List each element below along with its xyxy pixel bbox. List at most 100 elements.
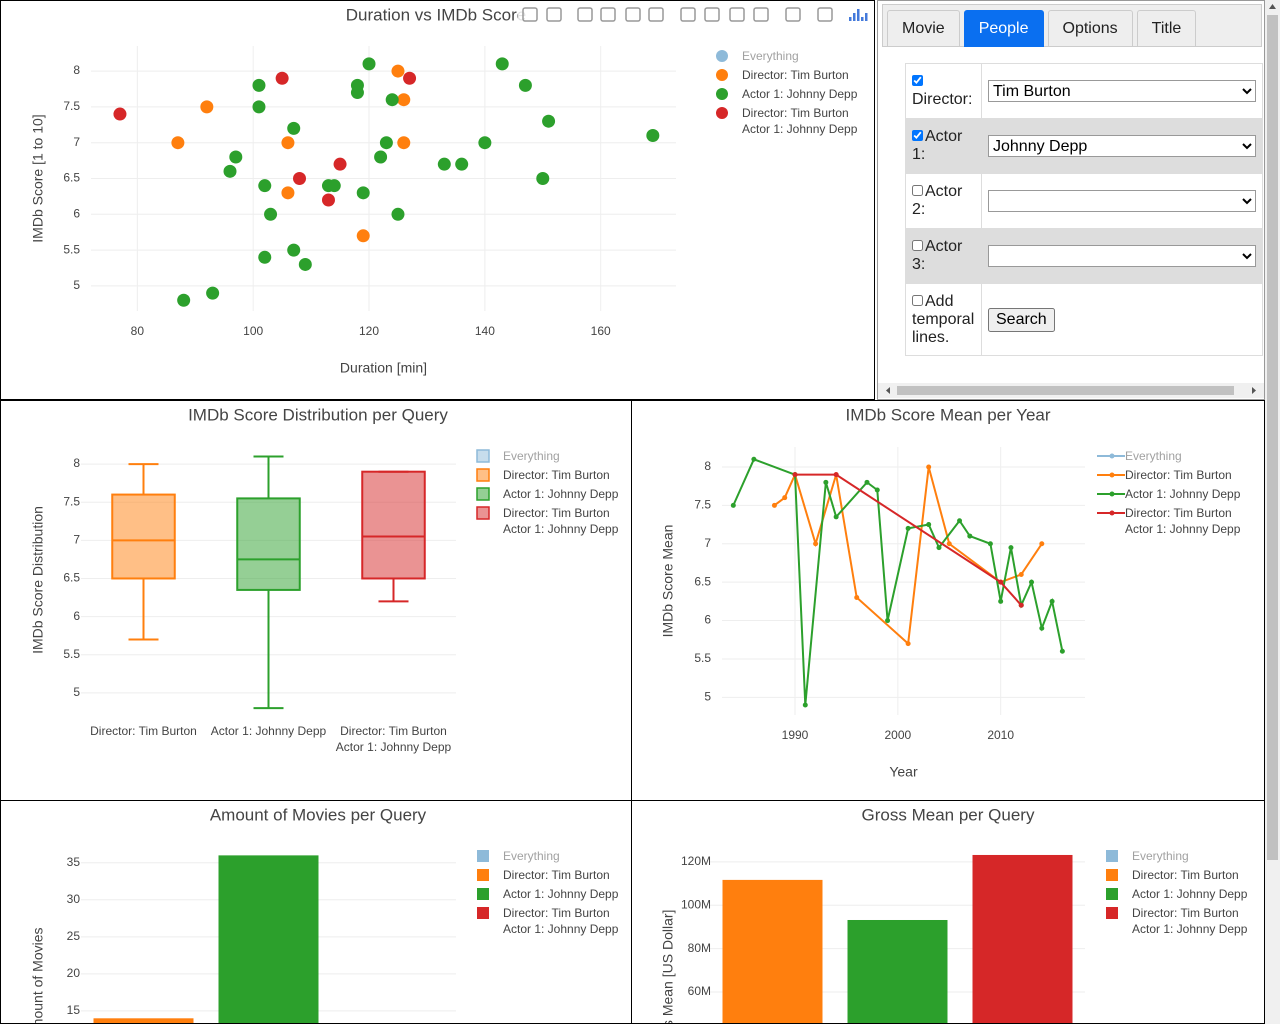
modebar-logo[interactable]	[853, 13, 856, 21]
modebar[interactable]	[518, 3, 873, 27]
modebar-logo[interactable]	[865, 13, 868, 21]
legend-swatch	[477, 888, 489, 900]
label-cell: Actor 3:	[905, 228, 982, 284]
legend-item[interactable]: Director: Tim Burton Actor 1: Johnny Dep…	[475, 905, 618, 937]
data-point	[813, 541, 819, 547]
scroll-arrow[interactable]	[1252, 387, 1256, 394]
tab[interactable]: Movie	[887, 10, 960, 47]
legend-item[interactable]: Actor 1: Johnny Depp	[1104, 886, 1247, 902]
label-cell: Actor 1:	[905, 118, 982, 174]
modebar-button[interactable]	[546, 7, 562, 22]
legend-item[interactable]: Director: Tim Burton Actor 1: Johnny Dep…	[1104, 905, 1247, 937]
modebar-logo[interactable]	[861, 17, 864, 21]
legend-item[interactable]: Everything	[475, 448, 618, 464]
vertical-scrollbar[interactable]	[1265, 0, 1280, 1024]
legend-swatch	[716, 107, 728, 119]
legend-swatch	[1109, 491, 1115, 497]
modebar-button[interactable]	[729, 7, 745, 22]
data-point	[350, 86, 364, 100]
y-tick-label: 6.5	[63, 171, 80, 185]
y-tick-label: 6.5	[63, 571, 80, 585]
legend: Everything Director: Tim Burton Actor 1: J…	[1104, 848, 1247, 940]
legend-item[interactable]: Director: Tim Burton	[714, 67, 857, 83]
modebar-logo[interactable]	[857, 9, 860, 21]
dropdown[interactable]: Tim Burton	[988, 80, 1256, 102]
y-tick-label: 8	[73, 456, 80, 470]
y-tick-label: 7.5	[63, 494, 80, 508]
data-point	[327, 179, 341, 193]
modebar-button[interactable]	[600, 7, 616, 22]
legend-label: Director: Tim Burton	[503, 868, 610, 882]
legend-label: Director: Tim Burton	[742, 68, 849, 82]
checkbox[interactable]	[912, 75, 923, 86]
dropdown[interactable]	[988, 190, 1256, 212]
input-cell: Tim Burton	[981, 63, 1263, 119]
modebar-button[interactable]	[625, 7, 641, 22]
data-point	[397, 136, 411, 150]
scroll-thumb[interactable]	[1267, 15, 1278, 860]
dropdown[interactable]	[988, 245, 1256, 267]
legend-item[interactable]: Actor 1: Johnny Depp	[714, 86, 857, 102]
checkbox[interactable]	[912, 294, 923, 306]
scroll-thumb[interactable]	[897, 386, 1234, 395]
tab[interactable]: People	[963, 10, 1044, 47]
row-label: Actor 3:	[912, 238, 963, 273]
dropdown[interactable]: Johnny Depp	[988, 135, 1256, 157]
modebar-button[interactable]	[522, 7, 538, 22]
legend-label: Everything	[503, 449, 560, 463]
legend-item[interactable]: Everything	[1104, 848, 1247, 864]
checkbox[interactable]	[912, 185, 923, 196]
legend-item[interactable]: Director: Tim Burton Actor 1: Johnny Dep…	[475, 505, 618, 537]
modebar-logo[interactable]	[849, 17, 852, 21]
data-point	[926, 522, 932, 528]
legend-swatch	[477, 907, 489, 919]
checkbox[interactable]	[912, 130, 923, 141]
legend-swatch	[716, 88, 728, 100]
legend-item[interactable]: Everything	[475, 848, 618, 864]
modebar-button[interactable]	[680, 7, 696, 22]
tab[interactable]: Title	[1136, 10, 1197, 47]
modebar-button[interactable]	[753, 7, 769, 22]
legend-item[interactable]: Director: Tim Burton Actor 1: Johnny Dep…	[1097, 505, 1240, 537]
y-tick-label: 5	[73, 278, 80, 292]
chart: 15 20 25 30 35 Amount of Movies per Query Amou…	[30, 805, 456, 1023]
horizontal-scrollbar[interactable]	[878, 381, 1264, 401]
modebar-button[interactable]	[648, 7, 664, 22]
y-axis-title: IMDb Score Distribution	[30, 506, 46, 654]
modebar-button[interactable]	[785, 7, 801, 22]
y-tick-label: 15	[67, 1003, 81, 1017]
row-label: Actor 2:	[912, 183, 963, 218]
y-tick-label: 7.5	[694, 498, 711, 512]
legend-marker	[477, 850, 489, 862]
legend-label: Actor 1: Johnny Depp	[503, 887, 619, 901]
modebar-button[interactable]	[577, 7, 593, 22]
scroll-arrow[interactable]	[1269, 4, 1276, 9]
box	[236, 497, 301, 591]
data-point	[998, 579, 1004, 585]
legend-label: Director: Tim Burton	[1125, 468, 1232, 482]
legend-item[interactable]: Everything	[1097, 448, 1240, 464]
legend-label: Director: Tim Burton Actor 1: Johnny Dep…	[1125, 506, 1241, 536]
legend-item[interactable]: Director: Tim Burton	[475, 467, 618, 483]
x-tick-label: Actor 1: Johnny Depp	[210, 724, 327, 738]
bar	[218, 855, 319, 1023]
legend-item[interactable]: Actor 1: Johnny Depp	[475, 886, 618, 902]
legend-item[interactable]: Director: Tim Burton	[475, 867, 618, 883]
legend-item[interactable]: Actor 1: Johnny Depp	[475, 486, 618, 502]
scroll-arrow[interactable]	[886, 387, 890, 394]
legend-swatch	[1109, 472, 1115, 478]
legend-item[interactable]: Everything	[714, 48, 857, 64]
checkbox[interactable]	[912, 240, 923, 251]
tab[interactable]: Options	[1047, 10, 1133, 47]
y-tick-label: 6	[73, 609, 80, 623]
modebar-button[interactable]	[704, 7, 720, 22]
modebar-button[interactable]	[817, 7, 833, 22]
data-point	[998, 598, 1004, 604]
search-button[interactable]: Search	[988, 307, 1055, 332]
legend-item[interactable]: Director: Tim Burton Actor 1: Johnny Dep…	[714, 105, 857, 137]
legend-item[interactable]: Director: Tim Burton	[1104, 867, 1247, 883]
legend-label: Actor 1: Johnny Depp	[1132, 887, 1248, 901]
legend-item[interactable]: Actor 1: Johnny Depp	[1097, 486, 1240, 502]
legend-item[interactable]: Director: Tim Burton	[1097, 467, 1240, 483]
